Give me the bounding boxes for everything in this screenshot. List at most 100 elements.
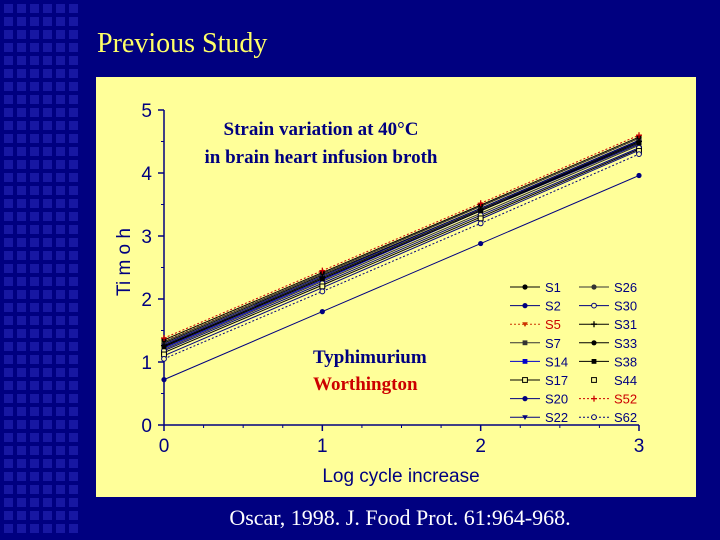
legend-label-s17: S17 [545, 373, 568, 388]
chart-panel: 0 1 2 3 4 5 0 1 2 3 S1 S2 S5 S7 S14 S17 S20 S22 S26 S30 S31… [96, 77, 696, 497]
series-s7 [161, 142, 642, 352]
series-s38 [161, 140, 642, 350]
x-axis-label: Log cycle increase [322, 466, 479, 487]
point-s38-0 [161, 344, 167, 350]
legend-label-s2: S2 [545, 299, 561, 314]
y-tick-label-3: 3 [141, 227, 152, 248]
series-line-s33 [163, 136, 640, 341]
legend-entry-s52: S52 [579, 392, 637, 407]
legend-entry-s31: S31 [579, 317, 637, 332]
legend-entry-s5: S5 [510, 317, 561, 332]
legend-marker-s38 [591, 359, 597, 364]
chart-subtitle: in brain heart infusion broth [205, 147, 438, 168]
series-s52 [161, 132, 642, 342]
y-tick-label-5: 5 [141, 101, 152, 122]
legend-label-s20: S20 [545, 392, 568, 407]
series-line-s22 [163, 149, 640, 357]
chart-axes: 0 1 2 3 4 5 0 1 2 3 [141, 101, 644, 457]
legend-label-s62: S62 [614, 410, 637, 425]
point-s38-2 [478, 208, 484, 214]
point-s52-2 [477, 200, 484, 207]
legend-marker-s20 [522, 396, 528, 402]
point-s62-1 [319, 288, 326, 295]
chart-legend: S1 S2 S5 S7 S14 S17 S20 S22 S26 S30 S31 S33 S38 S44 S5… [510, 280, 637, 425]
legend-label-s1: S1 [545, 280, 561, 295]
legend-marker-s22 [522, 415, 528, 420]
decorative-square-border [0, 0, 86, 540]
series-line-s17 [163, 148, 640, 354]
y-tick-label-1: 1 [141, 353, 152, 374]
series-line-s38 [163, 142, 640, 348]
legend-label-s33: S33 [614, 336, 637, 351]
legend-label-s22: S22 [545, 410, 568, 425]
point-s52-1 [319, 267, 326, 274]
legend-entry-s26: S26 [579, 280, 637, 295]
legend-marker-s44 [591, 377, 597, 383]
legend-entry-s17: S17 [510, 373, 568, 388]
legend-label-s52: S52 [614, 392, 637, 407]
legend-label-s30: S30 [614, 299, 637, 314]
legend-label-s14: S14 [545, 354, 568, 369]
legend-marker-s2 [522, 303, 528, 309]
legend-entry-s1: S1 [510, 280, 561, 295]
legend-marker-s14 [522, 359, 528, 364]
point-s62-2 [477, 220, 484, 227]
chart-title: Strain variation at 40°C [224, 119, 419, 140]
legend-marker-s62 [591, 414, 597, 421]
legend-entry-s38: S38 [579, 354, 637, 369]
legend-entry-s14: S14 [510, 354, 568, 369]
annotation-worthington: Worthington [313, 374, 418, 395]
point-unlabeled-16-1 [319, 309, 325, 315]
point-s44-2 [477, 215, 484, 222]
line-chart: 0 1 2 3 4 5 0 1 2 3 S1 S2 S5 S7 S14 S17 S20 S22 S26 S30 S31… [114, 101, 644, 487]
point-s38-3 [636, 140, 642, 146]
point-unlabeled-16-0 [161, 377, 167, 383]
y-tick-label-2: 2 [141, 290, 152, 311]
point-s38-1 [319, 276, 325, 282]
legend-marker-s26 [591, 284, 597, 290]
series-line-s14 [163, 141, 640, 349]
series-s30 [161, 144, 642, 354]
series-s62 [161, 151, 642, 362]
y-axis-label: Ti m o h [114, 228, 135, 296]
x-tick-label-0: 0 [159, 436, 170, 457]
legend-marker-s52 [591, 395, 597, 402]
series-unlabeled-16 [161, 172, 642, 383]
slide-title: Previous Study [97, 28, 268, 59]
y-tick-label-4: 4 [141, 164, 152, 185]
point-s44-1 [319, 283, 326, 290]
x-tick-label-2: 2 [475, 436, 486, 457]
legend-entry-s30: S30 [579, 299, 637, 314]
series-line-s26 [163, 137, 640, 343]
series-line-s62 [163, 153, 640, 360]
decorative-square-grid [4, 4, 82, 536]
point-s52-3 [636, 132, 642, 139]
series-line-unlabeled-16 [163, 175, 640, 381]
x-tick-label-1: 1 [317, 436, 328, 457]
legend-marker-s1 [522, 284, 528, 290]
point-s62-0 [161, 355, 167, 362]
legend-entry-s7: S7 [510, 336, 561, 351]
series-line-s30 [163, 147, 640, 352]
series-line-s31 [163, 141, 640, 347]
point-s62-3 [636, 151, 642, 157]
legend-marker-s5 [522, 322, 528, 327]
series-s22 [161, 148, 642, 359]
y-tick-label-0: 0 [141, 416, 152, 437]
legend-entry-s33: S33 [579, 336, 637, 351]
x-tick-label-3: 3 [634, 436, 645, 457]
legend-marker-s17 [522, 377, 528, 383]
legend-entry-s62: S62 [579, 410, 637, 425]
annotation-typhimurium: Typhimurium [313, 347, 427, 368]
point-unlabeled-16-2 [478, 240, 484, 247]
series-line-s7 [163, 144, 640, 350]
legend-label-s44: S44 [614, 373, 637, 388]
legend-marker-s33 [591, 340, 597, 346]
point-s52-0 [161, 335, 167, 342]
legend-label-s7: S7 [545, 336, 561, 351]
legend-marker-s31 [591, 321, 597, 328]
legend-label-s26: S26 [614, 280, 637, 295]
citation: Oscar, 1998. J. Food Prot. 61:964-968. [229, 505, 571, 530]
legend-entry-s20: S20 [510, 392, 568, 407]
legend-entry-s22: S22 [510, 410, 568, 425]
